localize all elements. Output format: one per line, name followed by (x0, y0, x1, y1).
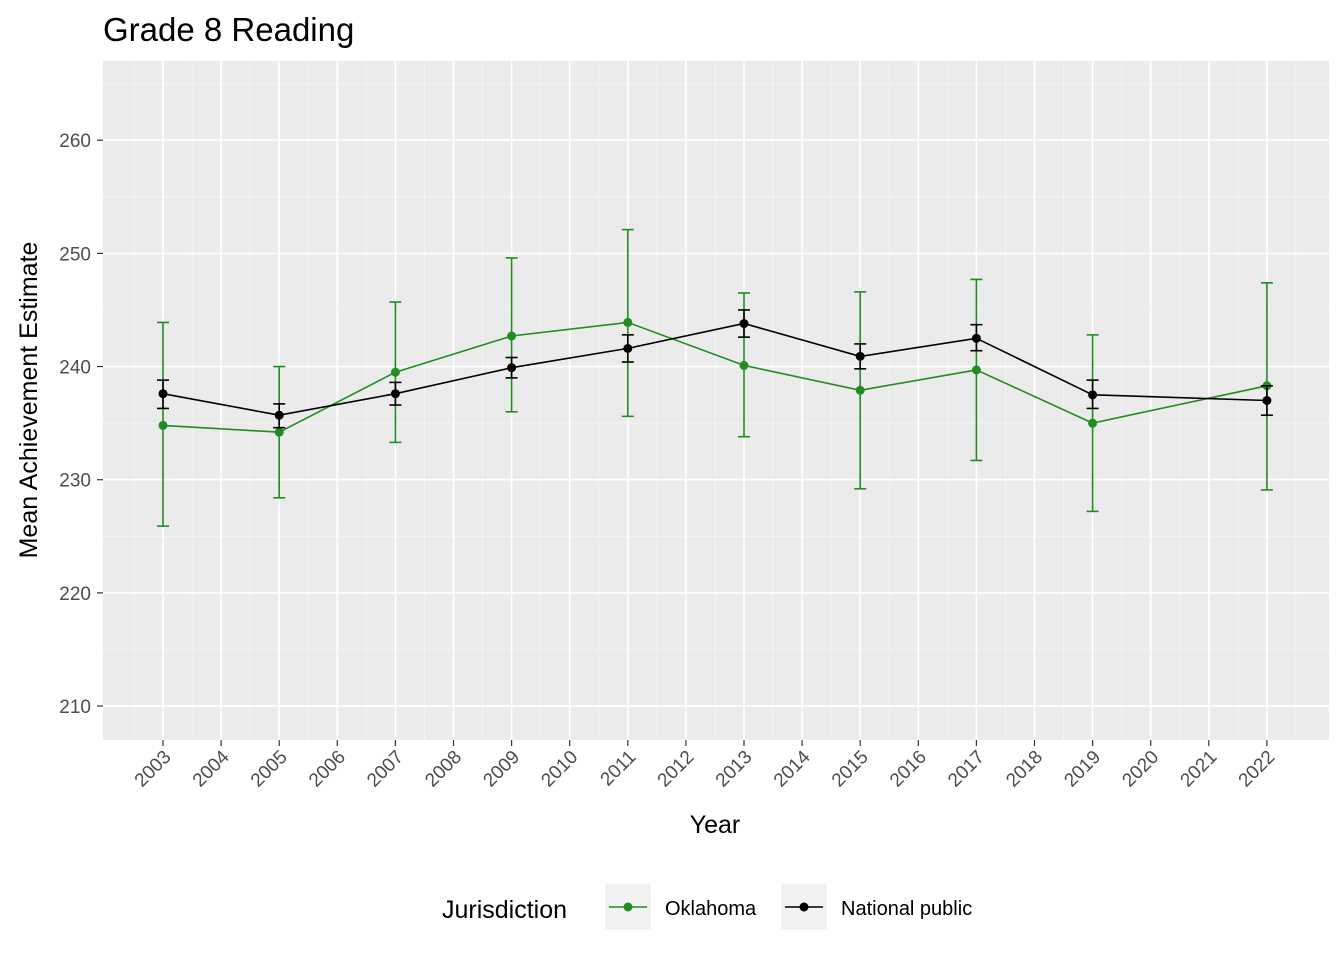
data-point (971, 365, 981, 375)
data-point (507, 363, 517, 373)
data-point (507, 331, 517, 341)
legend-item: Oklahoma (605, 884, 757, 930)
x-tick-label: 2013 (712, 747, 757, 792)
x-tick-label: 2007 (363, 747, 408, 792)
y-tick-label: 240 (59, 358, 91, 379)
x-tick-label: 2022 (1235, 747, 1280, 792)
x-tick-label: 2005 (247, 747, 292, 792)
x-tick-label: 2004 (189, 746, 234, 791)
plot-panel (103, 61, 1329, 740)
x-axis: 2003 2004 2005 2006 2007 2008 2009 2010 2011 2012… (131, 740, 1280, 792)
x-tick-label: 2008 (421, 747, 466, 792)
x-tick-label: 2006 (305, 747, 350, 792)
y-tick-label: 210 (59, 697, 91, 718)
x-tick-label: 2018 (1002, 747, 1047, 792)
legend-title: Jurisdiction (442, 896, 567, 924)
series-layer (157, 228, 1273, 527)
y-tick-label: 250 (59, 244, 91, 265)
legend-item: National public (781, 884, 972, 930)
data-point (1088, 418, 1098, 428)
x-tick-label: 2003 (131, 747, 176, 792)
legend-label: Oklahoma (665, 898, 757, 920)
data-point (274, 427, 284, 437)
x-tick-label: 2015 (828, 747, 873, 792)
major-gridlines (103, 61, 1329, 740)
series-1 (157, 309, 1273, 429)
y-tick-label: 220 (59, 584, 91, 605)
data-point (274, 410, 284, 420)
x-tick-label: 2011 (597, 747, 641, 791)
x-tick-label: 2009 (479, 747, 524, 792)
y-tick-label: 230 (59, 471, 91, 492)
data-point (855, 351, 865, 361)
x-tick-label: 2020 (1118, 747, 1163, 792)
y-tick-label: 260 (59, 131, 91, 152)
x-tick-label: 2014 (770, 746, 815, 791)
data-point (739, 360, 749, 370)
data-point (739, 319, 749, 329)
data-point (623, 343, 633, 353)
series-line (162, 321, 1268, 434)
data-point (158, 389, 168, 399)
x-axis-title: Year (690, 811, 741, 839)
data-point (971, 333, 981, 343)
data-point (158, 420, 168, 430)
y-axis-title: Mean Achievement Estimate (15, 242, 43, 559)
series-line (162, 322, 1267, 417)
series-0 (157, 228, 1273, 527)
chart-title: Grade 8 Reading (103, 11, 354, 48)
x-tick-label: 2021 (1177, 747, 1222, 792)
legend-label: National public (841, 898, 972, 920)
legend: Jurisdiction Oklahoma National public (442, 884, 972, 930)
data-point (1262, 396, 1272, 405)
data-point (1088, 390, 1098, 400)
x-tick-label: 2012 (654, 747, 699, 792)
data-point (390, 389, 400, 399)
x-tick-label: 2010 (537, 747, 582, 792)
minor-gridlines (103, 61, 1329, 740)
x-tick-label: 2019 (1060, 747, 1105, 792)
data-point (390, 367, 400, 377)
data-point (855, 385, 865, 395)
x-tick-label: 2016 (886, 747, 931, 792)
y-axis: 210 220 230 240 250 260 (59, 131, 103, 718)
data-point (623, 317, 633, 327)
x-tick-label: 2017 (944, 747, 989, 792)
